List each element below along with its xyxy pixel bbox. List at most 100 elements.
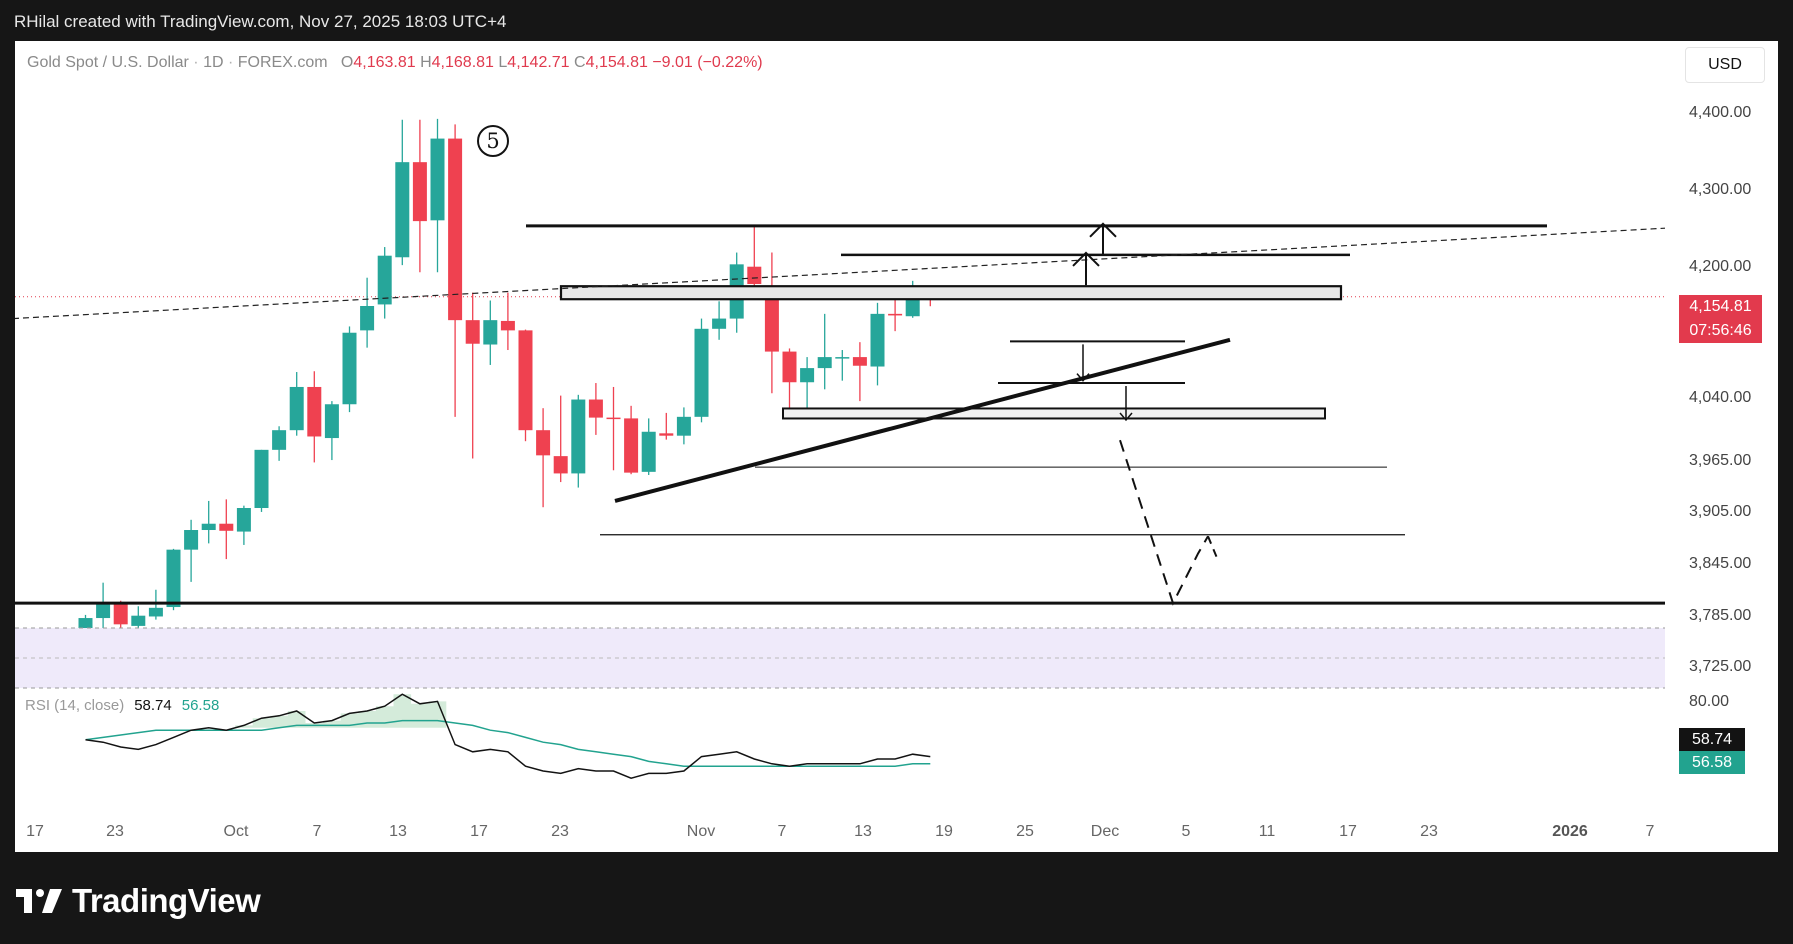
price-tick: 3,965.00 xyxy=(1689,452,1752,469)
time-tick: 13 xyxy=(389,823,407,840)
channel-line xyxy=(15,227,1666,320)
rsi-label[interactable]: RSI (14, close) xyxy=(25,697,125,714)
candle-body xyxy=(412,162,427,222)
close-value: 4,154.81 xyxy=(585,54,648,71)
candle-body xyxy=(148,607,163,617)
time-tick: 25 xyxy=(1016,823,1034,840)
rsi-line xyxy=(85,693,931,779)
ascending-trendline xyxy=(614,337,1231,503)
open-label: O xyxy=(340,54,354,71)
price-tick: 3,905.00 xyxy=(1689,503,1752,520)
time-tick: 17 xyxy=(26,823,44,840)
candle-body xyxy=(588,399,603,418)
arrow-up-head xyxy=(1089,222,1117,238)
candle-body xyxy=(747,266,762,284)
chart-frame[interactable]: Gold Spot / U.S. Dollar · 1D · FOREX.com… xyxy=(15,41,1778,852)
time-tick: Oct xyxy=(223,823,249,840)
candle-body xyxy=(694,328,709,417)
candle-body xyxy=(624,418,639,473)
candle-body xyxy=(184,530,199,550)
candle-body xyxy=(888,313,903,316)
candle-body xyxy=(113,602,128,625)
candle-body xyxy=(377,255,392,305)
candle-body xyxy=(166,549,181,608)
candle-body xyxy=(571,399,586,474)
symbol-name[interactable]: Gold Spot / U.S. Dollar xyxy=(27,54,189,71)
candle-body xyxy=(835,357,850,359)
countdown-badge: 07:56:46 xyxy=(1679,319,1762,343)
rsi-overbought-fill xyxy=(235,694,447,728)
time-tick: Dec xyxy=(1090,823,1120,840)
time-tick: Nov xyxy=(686,823,716,840)
high-label: H xyxy=(420,54,432,71)
projected-path xyxy=(1119,439,1209,606)
candle-body xyxy=(800,368,815,383)
candle-body xyxy=(659,433,674,436)
projected-path-tail xyxy=(1207,535,1219,561)
rsi-tick: 80.00 xyxy=(1689,693,1730,710)
candle-body xyxy=(96,603,111,619)
candle-body xyxy=(536,430,551,456)
time-tick: 23 xyxy=(1420,823,1438,840)
time-tick: 2026 xyxy=(1552,823,1588,840)
low-value: 4,142.71 xyxy=(507,54,570,71)
candle-body xyxy=(606,417,621,420)
candle-body xyxy=(254,449,269,509)
price-chart[interactable] xyxy=(15,41,1778,852)
symbol-interval[interactable]: 1D xyxy=(203,54,224,71)
demand-zone xyxy=(782,407,1326,420)
rsi-value-badge: 58.74 xyxy=(1679,728,1745,751)
wave-label: 5 xyxy=(477,125,509,157)
arrow-down-head xyxy=(1119,412,1133,422)
change-value: −9.01 (−0.22%) xyxy=(652,54,763,71)
price-tick: 4,400.00 xyxy=(1689,104,1752,121)
candle-body xyxy=(712,318,727,329)
candle-body xyxy=(500,320,515,331)
currency-button[interactable]: USD xyxy=(1685,47,1765,83)
candle-body xyxy=(641,431,656,472)
time-tick: 11 xyxy=(1258,823,1276,840)
price-tick: 3,845.00 xyxy=(1689,555,1752,572)
candle-body xyxy=(676,416,691,436)
time-tick: 17 xyxy=(1339,823,1357,840)
time-tick: 19 xyxy=(935,823,953,840)
price-tick: 3,725.00 xyxy=(1689,658,1752,675)
time-tick: 7 xyxy=(777,823,787,840)
arrow-up-head xyxy=(1072,251,1100,267)
rsi-legend: RSI (14, close) 58.74 56.58 xyxy=(25,697,219,714)
tradingview-logo-icon xyxy=(16,889,62,913)
candle-body xyxy=(342,332,357,405)
last-price-badge: 4,154.81 xyxy=(1679,295,1762,319)
time-tick: 23 xyxy=(551,823,569,840)
rsi-ma-line xyxy=(85,719,931,767)
high-value: 4,168.81 xyxy=(431,54,494,71)
candle-body xyxy=(131,615,146,626)
low-label: L xyxy=(498,54,508,71)
price-tick: 4,040.00 xyxy=(1689,389,1752,406)
brand-name: TradingView xyxy=(72,882,261,919)
candle-body xyxy=(852,357,867,366)
rsi-ma-badge: 56.58 xyxy=(1679,751,1745,774)
time-tick: 5 xyxy=(1181,823,1191,840)
time-tick: 7 xyxy=(1645,823,1655,840)
candle-body xyxy=(465,320,480,344)
rsi-ma-value: 56.58 xyxy=(181,697,220,714)
candle-body xyxy=(289,386,304,431)
tradingview-brand[interactable]: TradingView xyxy=(16,882,261,920)
supply-zone xyxy=(559,285,1343,301)
candle-body xyxy=(307,386,322,437)
chart-caption: RHilal created with TradingView.com, Nov… xyxy=(14,12,507,31)
rsi-value: 58.74 xyxy=(134,697,172,714)
candle-body xyxy=(782,351,797,383)
candle-body xyxy=(553,456,568,474)
time-tick: 23 xyxy=(106,823,124,840)
arrow-down-head xyxy=(1076,373,1090,382)
candle-body xyxy=(219,523,234,531)
candle-body xyxy=(324,404,339,439)
candle-body xyxy=(483,320,498,345)
candle-body xyxy=(395,162,410,258)
candle-body xyxy=(272,430,287,450)
close-label: C xyxy=(574,54,586,71)
candle-body xyxy=(236,508,251,532)
candle-body xyxy=(430,138,445,221)
